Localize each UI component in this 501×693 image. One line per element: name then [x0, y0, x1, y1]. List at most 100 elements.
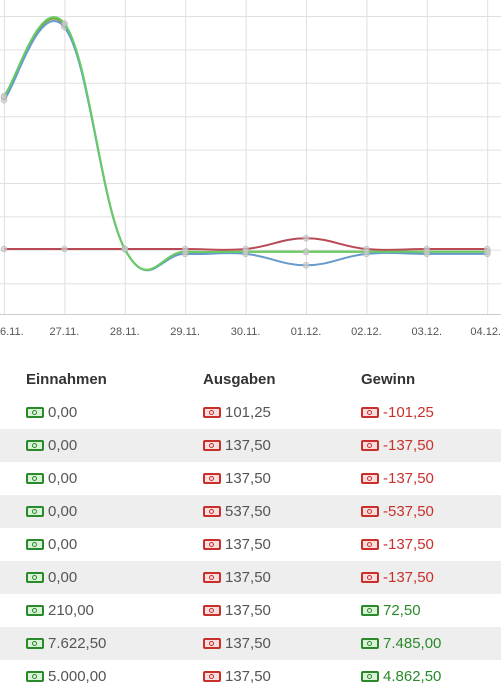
banknote-icon: [203, 638, 221, 649]
profit-cell-value: -137,50: [383, 470, 434, 487]
banknote-icon: [26, 539, 44, 550]
x-tick-label: 04.12.: [470, 326, 501, 338]
banknote-icon: [26, 638, 44, 649]
profit-cell: -137,50: [361, 470, 434, 487]
data-point: [121, 245, 129, 253]
banknote-icon: [203, 440, 221, 451]
profit-cell-value: 7.485,00: [383, 635, 442, 652]
summary-table: Einnahmen Ausgaben Gewinn 0,00 101,25 -101…: [0, 362, 501, 693]
banknote-icon: [203, 506, 221, 517]
profit-cell: 72,50: [361, 602, 421, 619]
expenses-cell: 137,50: [203, 668, 271, 685]
income-cell-value: 5.000,00: [48, 668, 107, 685]
x-tick-label: 30.11.: [231, 326, 261, 338]
income-cell: 7.622,50: [26, 635, 106, 652]
data-point: [181, 248, 189, 255]
table-row: 7.622,50 137,50 7.485,00: [0, 627, 501, 660]
profit-cell: -137,50: [361, 536, 434, 553]
data-point: [61, 245, 68, 253]
table-row: 5.000,00 137,50 4.862,50: [0, 660, 501, 693]
income-cell: 0,00: [26, 536, 77, 553]
expenses-cell: 101,25: [203, 404, 271, 421]
income-cell-value: 0,00: [48, 470, 78, 487]
profit-cell-value: -137,50: [383, 437, 434, 454]
banknote-icon: [361, 671, 379, 682]
income-cell: 0,00: [26, 470, 77, 487]
header-profit: Gewinn: [361, 370, 416, 388]
income-cell: 0,00: [26, 437, 77, 454]
banknote-icon: [26, 407, 44, 418]
profit-cell: 7.485,00: [361, 635, 441, 652]
banknote-icon: [26, 605, 44, 616]
table-row: 0,00 101,25 -101,25: [0, 396, 501, 429]
banknote-icon: [26, 473, 44, 484]
data-point: [61, 20, 68, 27]
expenses-cell-value: 137,50: [225, 470, 271, 487]
chart-svg: 6.11. 27.11. 28.11. 29.11. 30.11. 01.12. 02.12…: [0, 0, 501, 338]
income-cell-value: 0,00: [48, 503, 78, 520]
expenses-cell: 137,50: [203, 437, 271, 454]
x-tick-label: 29.11.: [170, 326, 200, 338]
x-tick-label: 28.11.: [110, 326, 140, 338]
expenses-cell-value: 137,50: [225, 635, 271, 652]
banknote-icon: [361, 506, 379, 517]
banknote-icon: [26, 506, 44, 517]
table-row: 0,00 137,50 -137,50: [0, 528, 501, 561]
profit-cell-value: -137,50: [383, 536, 434, 553]
banknote-icon: [361, 539, 379, 550]
profit-cell: -137,50: [361, 437, 434, 454]
expenses-cell-value: 137,50: [225, 602, 271, 619]
x-tick-label: 6.11.: [0, 326, 24, 338]
data-point: [423, 248, 431, 255]
income-cell: 0,00: [26, 569, 77, 586]
banknote-icon: [203, 572, 221, 583]
banknote-icon: [361, 440, 379, 451]
data-point: [302, 234, 310, 242]
income-cell-value: 0,00: [48, 437, 78, 454]
banknote-icon: [361, 638, 379, 649]
x-tick-label: 27.11.: [50, 326, 80, 338]
table-body: 0,00 101,25 -101,25 0,00 137,50 -137,50 0,00 13…: [0, 396, 501, 693]
expenses-cell: 137,50: [203, 602, 271, 619]
expenses-cell-value: 537,50: [225, 503, 271, 520]
data-point: [0, 92, 8, 100]
profit-cell: 4.862,50: [361, 668, 441, 685]
data-point: [0, 245, 8, 253]
table-row: 0,00 137,50 -137,50: [0, 429, 501, 462]
income-cell: 0,00: [26, 503, 77, 520]
x-tick-label: 02.12.: [351, 326, 382, 338]
income-cell-value: 210,00: [48, 602, 94, 619]
income-cell: 210,00: [26, 602, 94, 619]
profit-cell-value: 4.862,50: [383, 668, 442, 685]
table-row: 0,00 537,50 -537,50: [0, 495, 501, 528]
income-cell: 5.000,00: [26, 668, 106, 685]
income-cell-value: 0,00: [48, 536, 78, 553]
profit-cell: -537,50: [361, 503, 434, 520]
data-point: [483, 248, 491, 255]
banknote-icon: [203, 407, 221, 418]
profit-cell-value: -537,50: [383, 503, 434, 520]
banknote-icon: [361, 605, 379, 616]
expenses-cell-value: 137,50: [225, 536, 271, 553]
profit-cell-value: -101,25: [383, 404, 434, 421]
data-point: [242, 248, 249, 255]
profit-cell-value: -137,50: [383, 569, 434, 586]
banknote-icon: [203, 605, 221, 616]
expenses-cell-value: 137,50: [225, 569, 271, 586]
expenses-cell-value: 137,50: [225, 437, 271, 454]
data-point: [363, 248, 370, 255]
profit-cell: -101,25: [361, 404, 434, 421]
income-cell: 0,00: [26, 404, 77, 421]
income-cell-value: 0,00: [48, 569, 78, 586]
x-tick-label: 01.12.: [291, 326, 322, 338]
header-income: Einnahmen: [26, 370, 107, 388]
table-row: 0,00 137,50 -137,50: [0, 462, 501, 495]
banknote-icon: [203, 473, 221, 484]
banknote-icon: [26, 440, 44, 451]
data-point: [302, 248, 310, 255]
table-row: 210,00 137,50 72,50: [0, 594, 501, 627]
banknote-icon: [26, 572, 44, 583]
header-expenses: Ausgaben: [203, 370, 276, 388]
banknote-icon: [203, 671, 221, 682]
income-cell-value: 0,00: [48, 404, 78, 421]
